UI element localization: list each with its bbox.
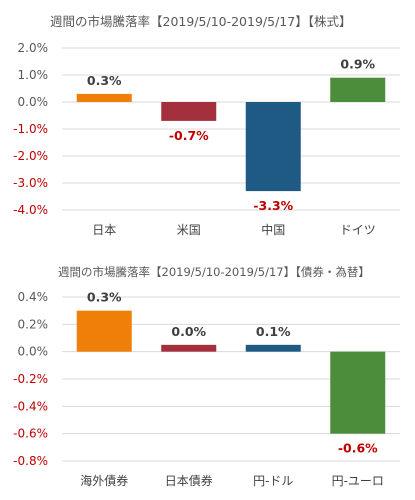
chart-2-title: 週間の市場騰落率【2019/5/10-2019/5/17】【債券・為替】 bbox=[58, 265, 370, 279]
y-tick-label-1-0: 2.0% bbox=[18, 41, 49, 55]
category-label-1-2: 中国 bbox=[261, 222, 285, 237]
data-label-1-0: 0.3% bbox=[87, 73, 122, 88]
y-tick-label-2-2: 0.0% bbox=[18, 345, 49, 359]
category-label-1-1: 米国 bbox=[177, 223, 201, 237]
chart-1-title: 週間の市場騰落率【2019/5/10-2019/5/17】【株式】 bbox=[50, 14, 351, 29]
y-tick-label-1-2: 0.0% bbox=[18, 95, 49, 109]
bar-2-3 bbox=[330, 351, 386, 434]
bar-2-1 bbox=[161, 344, 217, 352]
category-label-2-3: 円-ユーロ bbox=[332, 474, 384, 488]
chart-bond-fx-weekly: 週間の市場騰落率【2019/5/10-2019/5/17】【債券・為替】 0.4… bbox=[13, 265, 400, 488]
category-label-1-0: 日本 bbox=[92, 223, 116, 237]
bar-2-0 bbox=[76, 310, 132, 352]
category-label-2-1: 日本債券 bbox=[165, 473, 213, 488]
y-tick-label-1-5: -3.0% bbox=[13, 176, 48, 190]
category-label-2-0: 海外債券 bbox=[80, 473, 128, 488]
y-tick-label-2-6: -0.8% bbox=[13, 454, 48, 468]
y-tick-label-1-1: 1.0% bbox=[18, 68, 49, 82]
data-label-2-2: 0.1% bbox=[256, 324, 291, 339]
chart-stock-market-weekly: 週間の市場騰落率【2019/5/10-2019/5/17】【株式】 2.0% 1.… bbox=[13, 14, 400, 237]
y-tick-label-2-1: 0.2% bbox=[18, 317, 49, 331]
category-label-2-2: 円-ドル bbox=[253, 474, 293, 488]
bar-1-2 bbox=[245, 102, 301, 192]
bar-1-1 bbox=[161, 102, 217, 121]
y-tick-label-1-3: -1.0% bbox=[13, 122, 48, 136]
bar-1-0 bbox=[76, 93, 132, 102]
y-tick-label-2-5: -0.6% bbox=[13, 427, 48, 441]
y-tick-label-2-3: -0.2% bbox=[13, 372, 48, 386]
data-label-1-3: 0.9% bbox=[340, 57, 375, 72]
y-tick-label-2-4: -0.4% bbox=[13, 399, 48, 413]
data-label-2-1: 0.0% bbox=[171, 324, 206, 339]
data-label-2-3: -0.6% bbox=[338, 441, 378, 456]
y-tick-label-2-0: 0.4% bbox=[18, 290, 49, 304]
bar-1-3 bbox=[330, 77, 386, 102]
data-label-2-0: 0.3% bbox=[87, 290, 122, 305]
category-label-1-3: ドイツ bbox=[340, 223, 376, 237]
data-label-1-1: -0.7% bbox=[169, 128, 209, 143]
y-tick-label-1-4: -2.0% bbox=[13, 149, 48, 163]
bar-2-2 bbox=[245, 344, 301, 352]
y-tick-label-1-6: -4.0% bbox=[13, 203, 48, 217]
data-label-1-2: -3.3% bbox=[253, 198, 293, 213]
